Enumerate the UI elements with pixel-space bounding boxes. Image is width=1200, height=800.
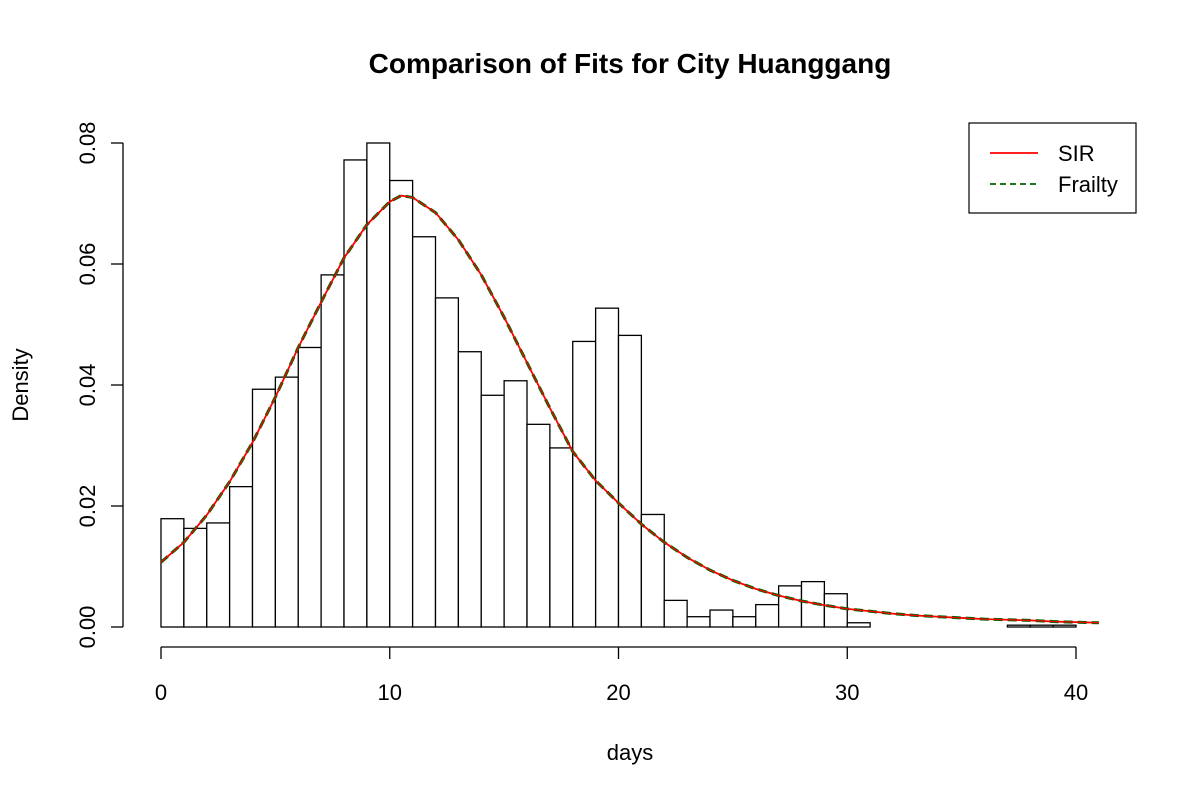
histogram-bar (732, 616, 757, 628)
histogram-bar (480, 394, 505, 628)
histogram-bar (411, 236, 437, 628)
histogram-bar (549, 447, 574, 628)
histogram-bar (846, 622, 871, 628)
y-tick-label: 0.02 (75, 485, 100, 528)
histogram-bar (640, 513, 665, 628)
legend-label-frailty: Frailty (1058, 172, 1118, 197)
histogram-bar (206, 522, 231, 628)
y-tick-label: 0.08 (75, 122, 100, 165)
histogram-bar (457, 351, 482, 628)
y-axis: 0.00 0.02 0.04 0.06 0.08 (75, 122, 124, 649)
histogram-bar (777, 585, 803, 628)
x-axis: 0 10 20 30 40 (155, 646, 1088, 705)
x-tick-label: 10 (378, 680, 402, 705)
histogram-bar (183, 527, 208, 628)
legend-box (968, 122, 1137, 214)
x-tick-label: 30 (835, 680, 859, 705)
histogram-bar (755, 603, 780, 628)
histogram-bar (274, 376, 299, 628)
x-tick-label: 0 (155, 680, 167, 705)
x-tick-label: 20 (606, 680, 630, 705)
histogram-bars (160, 142, 1077, 628)
series-line-sir-overlay (160, 195, 1099, 624)
histogram-bar (251, 388, 277, 628)
y-tick-label: 0.00 (75, 606, 100, 649)
fit-curves (160, 194, 1099, 625)
histogram-bar (686, 616, 711, 628)
chart-title: Comparison of Fits for City Huanggang (369, 48, 892, 79)
histogram-bar (503, 380, 528, 628)
histogram-bar (320, 274, 345, 628)
histogram-bar (572, 340, 597, 628)
histogram-bar (823, 593, 848, 628)
histogram-bar (617, 334, 643, 628)
histogram-bar (297, 346, 322, 628)
x-axis-label: days (607, 740, 653, 765)
histogram-bar (1052, 624, 1077, 628)
histogram-bar (526, 423, 551, 628)
x-tick-label: 40 (1064, 680, 1088, 705)
histogram-bar (389, 179, 414, 628)
y-tick-label: 0.06 (75, 243, 100, 286)
histogram-bar (1006, 624, 1031, 628)
legend-label-sir: SIR (1058, 141, 1095, 166)
histogram-bar (228, 485, 254, 628)
histogram-bar (663, 599, 688, 628)
y-axis-label: Density (8, 348, 33, 421)
y-tick-label: 0.04 (75, 364, 100, 407)
legend: SIR Frailty (968, 122, 1137, 214)
histogram-bar (160, 518, 185, 628)
histogram-bar (1029, 624, 1054, 628)
histogram-bar (709, 609, 734, 628)
histogram-bar (594, 307, 620, 628)
histogram-bar (366, 142, 391, 628)
histogram-bar (434, 297, 460, 628)
